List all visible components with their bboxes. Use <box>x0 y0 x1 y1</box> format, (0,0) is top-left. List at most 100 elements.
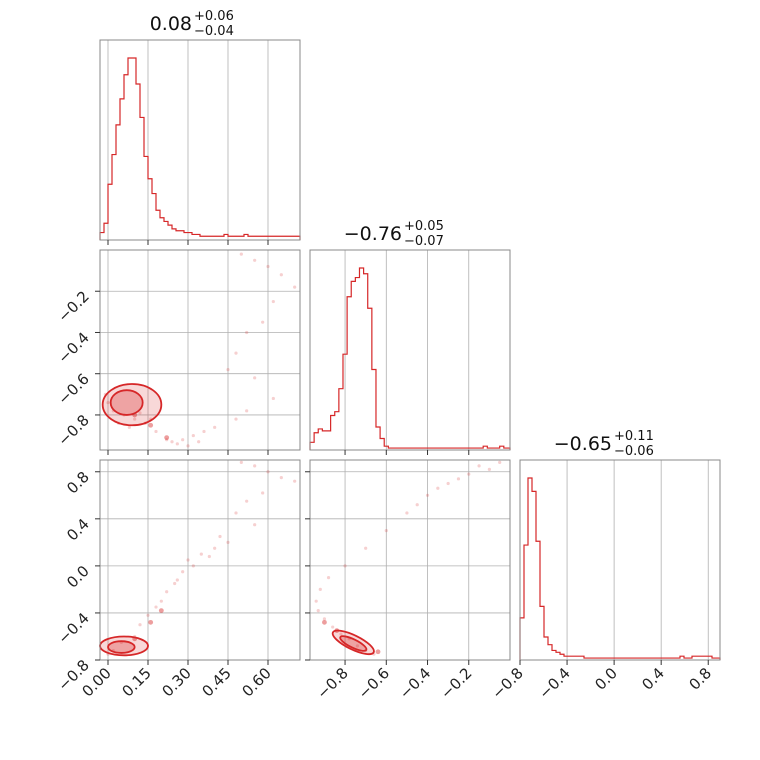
scatter-31-x-tick-label: 0.15 <box>118 664 154 700</box>
scatter-31-point <box>226 540 230 544</box>
scatter-31-point <box>253 523 257 527</box>
scatter-32-point <box>436 486 440 490</box>
scatter-31-point <box>181 570 185 574</box>
scatter-21-point <box>253 258 257 262</box>
scatter-31-point <box>213 546 217 550</box>
scatter-32 <box>310 460 510 661</box>
scatter-21-point <box>234 417 238 421</box>
scatter-31-x-tick-label: 0.45 <box>198 664 234 700</box>
scatter-21-point <box>165 438 169 442</box>
scatter-21-point <box>245 409 249 413</box>
hist-2-steps <box>309 267 511 450</box>
hist-3-title-plus: +0.11 <box>614 429 654 444</box>
scatter-21-point <box>191 433 195 438</box>
scatter-21-point <box>181 438 185 442</box>
scatter-21-point <box>197 440 201 444</box>
scatter-31-point <box>245 499 249 503</box>
scatter-32-x-tick-label: −0.2 <box>437 664 475 702</box>
scatter-31-point <box>239 460 243 464</box>
hist-3-x-tick-label: −0.4 <box>535 664 573 702</box>
scatter-31-point <box>165 590 169 594</box>
scatter-21-y-tick-label: −0.6 <box>54 370 92 408</box>
scatter-21-point <box>202 429 206 434</box>
hist-2-title-plus: +0.05 <box>404 219 444 234</box>
scatter-31-border <box>99 459 301 661</box>
scatter-21-point <box>293 285 297 289</box>
scatter-31-bg <box>100 460 300 660</box>
scatter-21-point <box>170 440 174 444</box>
scatter-21-point <box>154 429 158 434</box>
scatter-31-point <box>234 511 238 515</box>
scatter-21-point <box>213 425 217 429</box>
scatter-31-marks <box>99 460 297 657</box>
scatter-21-y-tick-label: −0.4 <box>54 329 92 367</box>
scatter-31-point <box>279 476 283 480</box>
scatter-21-point <box>127 425 131 429</box>
scatter-32-point <box>446 481 450 486</box>
hist-1-title-minus: −0.04 <box>194 24 234 39</box>
hist-3-title-value: −0.65 <box>554 433 612 455</box>
hist-2-title-value: −0.76 <box>344 223 402 245</box>
hist-3-x-tick-label: 0.8 <box>685 664 715 694</box>
scatter-21-contour-outer <box>101 383 163 427</box>
hist-3-x-tick-label: 0.4 <box>638 664 668 694</box>
hist-1 <box>100 40 300 240</box>
scatter-31-point <box>293 479 297 483</box>
scatter-32-point <box>326 576 331 580</box>
scatter-32-point <box>316 608 320 613</box>
scatter-21-point <box>175 442 179 446</box>
scatter-31-y-tick-label: −0.4 <box>54 609 92 647</box>
hist-1-border <box>99 39 301 241</box>
scatter-31-point <box>199 552 203 556</box>
scatter-32-point <box>314 599 318 603</box>
scatter-32-x-tick-label: −0.6 <box>355 664 393 702</box>
scatter-21-y-tick-label: −0.2 <box>54 287 92 325</box>
scatter-32-point <box>498 460 502 464</box>
scatter-31-point <box>186 558 190 562</box>
scatter-32-point <box>339 632 343 636</box>
scatter-31-point <box>138 623 142 627</box>
scatter-21-point <box>106 400 110 405</box>
scatter-32-x-tick-label: −0.8 <box>313 664 351 702</box>
scatter-21-point <box>234 351 238 355</box>
scatter-21-point <box>279 273 283 277</box>
scatter-21-point <box>266 264 270 269</box>
scatter-31-contour-inner <box>107 640 136 654</box>
scatter-31-x-tick-label: 0.30 <box>158 664 194 700</box>
scatter-31-y-tick-label: 0.0 <box>63 562 93 592</box>
hist-1-title-plus: +0.06 <box>194 9 234 24</box>
scatter-31-point <box>253 464 257 468</box>
scatter-31-x-tick-label: 0.60 <box>238 664 274 700</box>
scatter-21-border <box>99 249 301 451</box>
scatter-32-border <box>309 459 511 661</box>
scatter-32-point <box>322 617 327 621</box>
scatter-31-point <box>154 605 158 609</box>
hist-2-border <box>309 249 511 451</box>
hist-3-steps <box>519 477 721 660</box>
hist-3-title-minus: −0.06 <box>614 444 654 459</box>
scatter-32-tail-point <box>322 619 327 625</box>
scatter-21-point <box>271 299 275 304</box>
hist-2 <box>310 250 510 450</box>
scatter-21-point <box>253 376 257 380</box>
scatter-31-tail-point <box>158 608 164 613</box>
scatter-21-marks <box>101 252 297 448</box>
scatter-21-point <box>226 367 230 372</box>
scatter-21-y-tick-label: −0.8 <box>54 411 92 449</box>
scatter-31-point <box>175 578 179 582</box>
scatter-32-point <box>487 467 491 472</box>
scatter-21-tail-point <box>148 422 154 428</box>
scatter-21-point <box>261 320 265 324</box>
scatter-32-point <box>456 477 461 481</box>
hist-1-steps <box>99 57 301 240</box>
scatter-32-contour-inner <box>339 635 368 652</box>
scatter-31-point <box>218 534 222 539</box>
scatter-21-tail-point <box>164 435 170 441</box>
scatter-31-point <box>266 470 270 474</box>
scatter-31-tail-point <box>148 619 154 625</box>
scatter-32-point <box>477 464 481 468</box>
scatter-31-y-tick-label: 0.4 <box>63 515 93 545</box>
hist-3-bg <box>520 460 720 660</box>
scatter-31-point <box>159 599 163 603</box>
scatter-32-point <box>343 564 347 568</box>
